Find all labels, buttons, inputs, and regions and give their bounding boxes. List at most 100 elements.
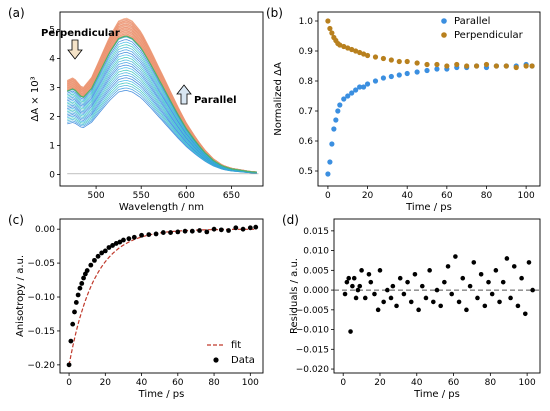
data-point-perpendicular — [325, 18, 331, 24]
data-point-perpendicular — [353, 48, 359, 54]
data-point-data — [95, 253, 101, 259]
data-point-residual — [460, 275, 466, 281]
data-point-residual — [467, 283, 473, 289]
data-point-parallel — [360, 84, 367, 90]
axes-frame — [59, 218, 264, 374]
legend-marker-perpendicular — [441, 32, 447, 38]
x-axis-label: Time / ps — [138, 389, 185, 400]
data-point-perpendicular — [513, 64, 519, 71]
data-point-parallel — [329, 141, 335, 147]
data-point-residual — [504, 256, 510, 261]
data-point-residual — [511, 264, 517, 269]
data-point-parallel — [331, 126, 337, 132]
data-point-residual — [522, 311, 528, 317]
data-point-residual — [372, 291, 377, 297]
y-tick-label: 0.005 — [303, 266, 329, 276]
data-point-residual — [416, 307, 421, 313]
data-point-data — [117, 239, 123, 245]
data-point-residual — [350, 283, 355, 289]
data-point-perpendicular — [345, 45, 351, 51]
data-point-residual — [471, 260, 477, 265]
y-tick-label: −0.015 — [296, 345, 329, 355]
data-point-parallel — [345, 93, 351, 99]
x-tick-label: 60 — [448, 378, 460, 388]
data-point-parallel — [353, 87, 359, 93]
fit-line — [68, 228, 256, 366]
data-point-data — [68, 338, 74, 344]
data-point-residual — [500, 279, 506, 285]
data-point-residual — [355, 287, 361, 293]
data-point-parallel — [404, 70, 410, 77]
annotation-parallel: Parallel — [194, 95, 237, 106]
data-point-data — [75, 292, 81, 298]
data-point-parallel — [380, 75, 387, 81]
data-point-data — [88, 262, 94, 268]
data-point-data — [189, 228, 195, 234]
data-point-residual — [427, 268, 432, 273]
data-point-residual — [442, 279, 447, 285]
data-point-residual — [493, 268, 499, 273]
data-point-data — [211, 226, 217, 232]
data-point-data — [182, 228, 188, 234]
data-point-residual — [359, 268, 364, 273]
axes-frame — [59, 11, 264, 187]
data-point-parallel — [327, 159, 333, 165]
data-point-parallel — [325, 171, 331, 177]
y-tick-label: 0.010 — [303, 247, 329, 257]
data-point-residual — [375, 307, 381, 313]
legend-label-fit: fit — [231, 340, 241, 351]
x-tick-label: 650 — [223, 191, 240, 201]
y-axis-label: Anisotropy / a.u. — [15, 255, 26, 337]
legend-label-perpendicular: Perpendicular — [454, 30, 524, 41]
x-tick-label: 600 — [178, 191, 195, 201]
down-arrow-icon — [67, 39, 83, 60]
data-point-perpendicular — [473, 63, 480, 69]
y-tick-label: 0.7 — [299, 107, 313, 117]
x-tick-label: 40 — [136, 378, 148, 388]
x-axis-label: Time / ps — [413, 389, 460, 400]
data-point-residual — [362, 295, 368, 301]
data-point-perpendicular — [444, 63, 450, 69]
data-point-parallel — [333, 117, 339, 123]
data-point-residual — [388, 295, 394, 301]
data-point-residual — [408, 299, 414, 305]
data-point-perpendicular — [523, 63, 529, 69]
data-point-perpendicular — [454, 61, 460, 68]
data-point-perpendicular — [341, 43, 347, 50]
data-point-residual — [453, 254, 458, 259]
data-point-residual — [344, 279, 350, 285]
y-tick-label: 0.9 — [299, 47, 314, 57]
axes-frame — [333, 218, 541, 374]
data-point-residual — [526, 260, 532, 265]
data-point-residual — [368, 279, 374, 285]
y-tick-label: 3 — [49, 83, 55, 93]
data-point-residual — [381, 299, 386, 305]
y-tick-label: −0.010 — [296, 326, 330, 336]
x-axis-label: Time / ps — [405, 202, 452, 213]
data-point-residual — [515, 303, 521, 309]
data-point-perpendicular — [380, 55, 387, 62]
data-point-parallel — [414, 69, 420, 75]
data-point-residual — [449, 291, 455, 297]
data-point-perpendicular — [349, 46, 355, 53]
data-point-data — [81, 275, 86, 281]
data-point-residual — [497, 299, 502, 305]
x-axis-label: Wavelength / nm — [119, 202, 204, 213]
data-point-perpendicular — [464, 63, 470, 69]
x-tick-label: 20 — [100, 378, 112, 388]
spectrum-line-final — [66, 35, 257, 173]
data-point-data — [70, 321, 76, 327]
data-point-residual — [489, 291, 495, 297]
data-point-perpendicular — [529, 63, 535, 69]
data-point-parallel — [337, 102, 343, 108]
data-point-residual — [456, 299, 462, 305]
data-point-residual — [412, 271, 418, 277]
panel-label: (c) — [8, 213, 24, 227]
y-tick-label: 1.0 — [299, 17, 314, 27]
data-point-parallel — [388, 73, 394, 80]
x-tick-label: 0 — [325, 191, 331, 201]
data-point-parallel — [357, 84, 363, 90]
data-point-perpendicular — [327, 25, 333, 32]
data-point-data — [73, 300, 79, 305]
panel-label: (d) — [282, 213, 299, 227]
